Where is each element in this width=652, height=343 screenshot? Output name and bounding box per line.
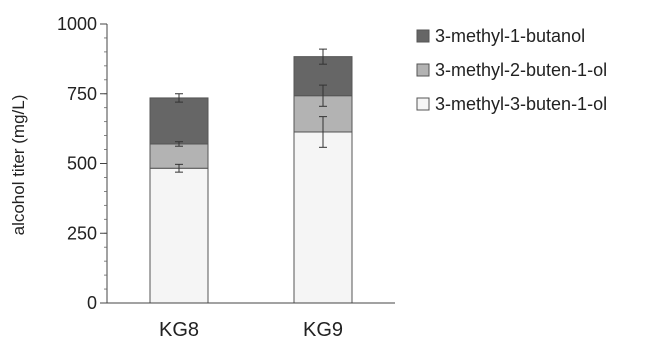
legend-swatch [416, 63, 430, 77]
y-tick-label: 500 [67, 154, 97, 174]
legend-swatch [416, 97, 430, 111]
y-axis-title: alcohol titer (mg/L) [9, 95, 28, 236]
bar-kg9-series-0 [293, 131, 353, 304]
y-tick-label: 250 [67, 223, 97, 243]
error-bar [175, 141, 183, 147]
legend-label: 3-methyl-1-butanol [435, 26, 585, 46]
y-axis: 0 250 500 750 1000 [57, 14, 108, 313]
bar-kg8-series-2 [149, 97, 209, 145]
legend-swatch [416, 29, 430, 43]
error-bar [319, 84, 327, 107]
x-tick-label: KG9 [303, 319, 343, 341]
y-tick-label: 0 [87, 293, 97, 313]
error-bar [175, 93, 183, 103]
x-tick-label: KG8 [159, 319, 199, 341]
error-bar [319, 48, 327, 65]
error-bars [175, 48, 327, 173]
bar-kg8-series-0 [149, 167, 209, 304]
error-bar [175, 163, 183, 173]
x-axis: KG8 KG9 [107, 302, 395, 341]
legend: 3-methyl-1-butanol 3-methyl-2-buten-1-ol 3… [416, 26, 607, 114]
y-tick-label: 1000 [57, 14, 97, 34]
y-tick-label: 750 [67, 84, 97, 104]
legend-label: 3-methyl-3-buten-1-ol [435, 94, 607, 114]
error-bar [319, 116, 327, 148]
legend-label: 3-methyl-2-buten-1-ol [435, 60, 607, 80]
